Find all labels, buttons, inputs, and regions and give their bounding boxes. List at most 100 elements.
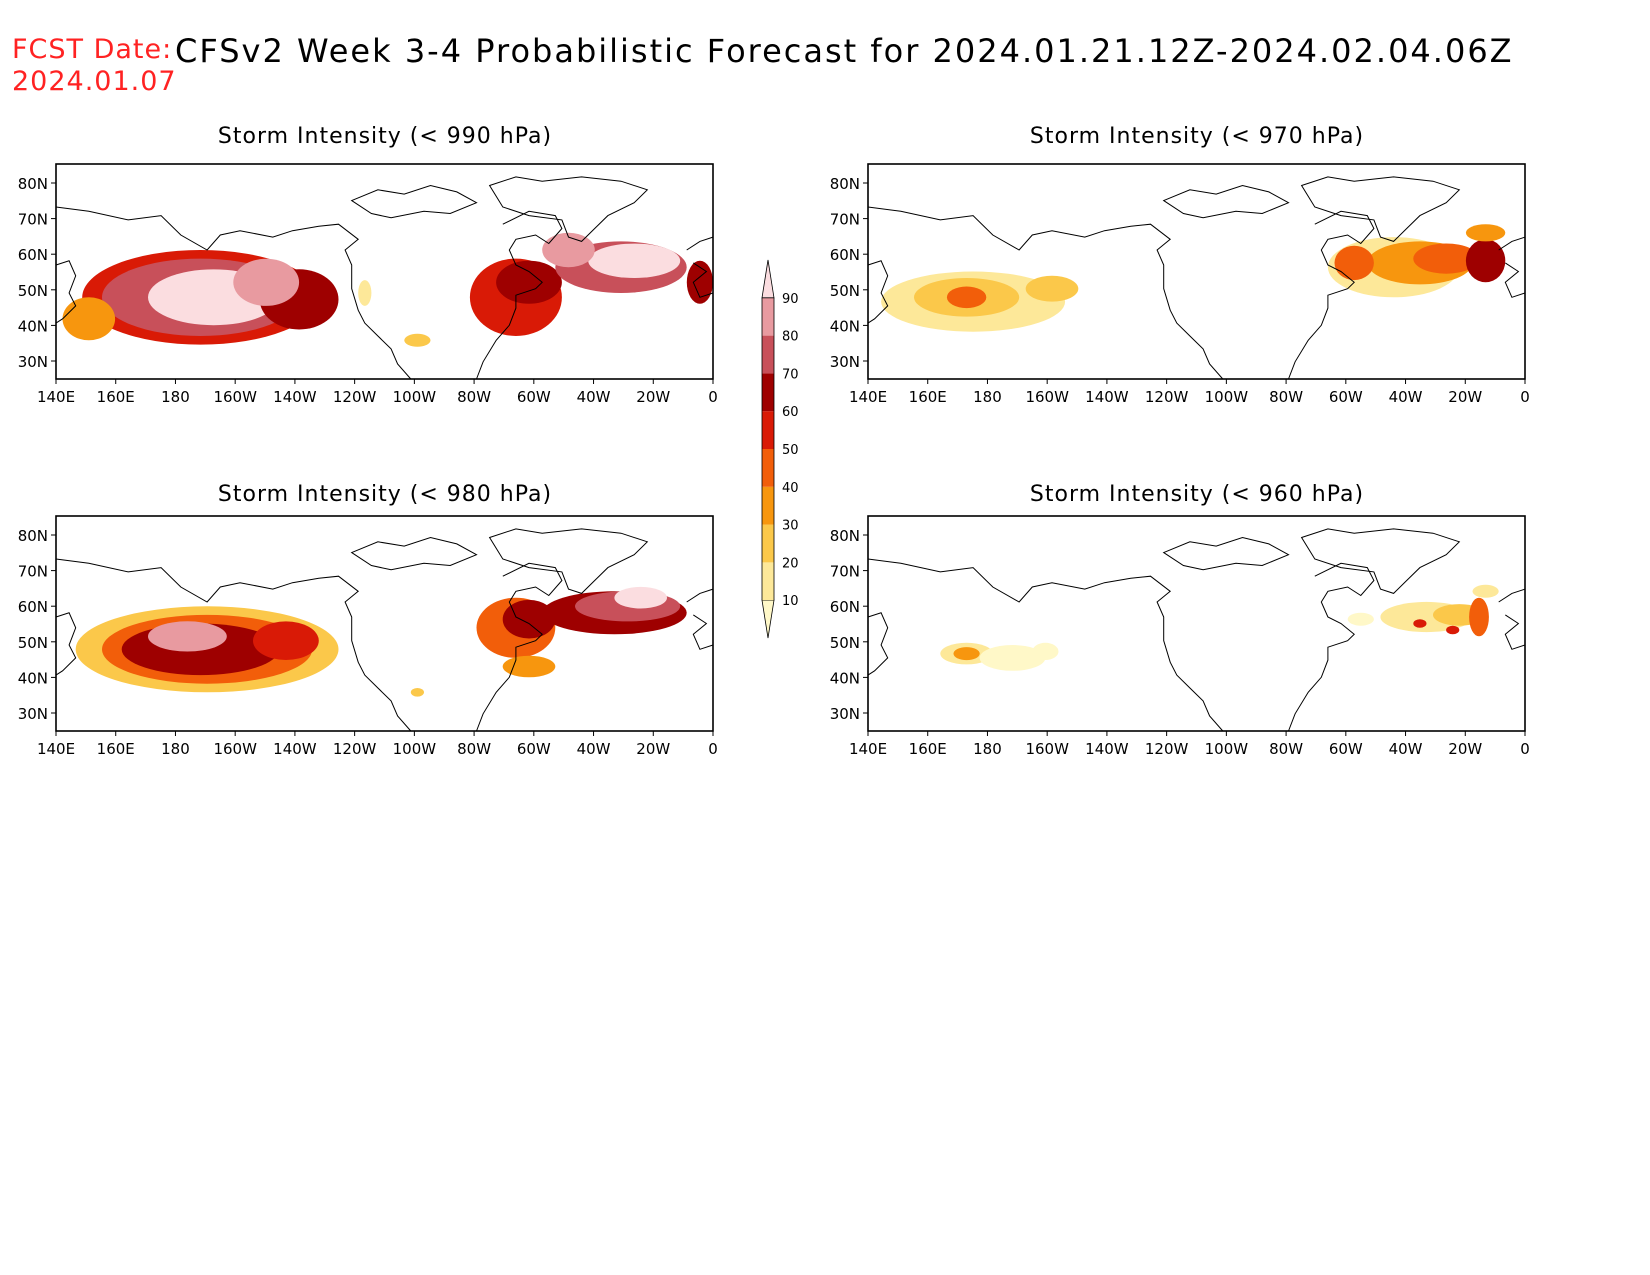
lat-tick-label: 70N: [830, 563, 860, 581]
probability-shading: [1032, 642, 1059, 660]
coastline: [488, 528, 649, 594]
coastline: [1162, 184, 1290, 219]
lon-tick-label: 140W: [273, 740, 317, 758]
lat-tick-label: 50N: [18, 282, 48, 300]
lon-tick-label: 120W: [1145, 740, 1189, 758]
lon-tick-label: 160E: [97, 740, 135, 758]
lat-tick-label: 60N: [18, 246, 48, 264]
probability-shading: [410, 688, 424, 697]
coastline: [867, 612, 889, 676]
lon-tick-label: 100W: [393, 388, 437, 406]
colorbar-segment: [762, 449, 774, 487]
lon-tick-label: 80W: [457, 388, 491, 406]
probability-shading: [1025, 275, 1079, 302]
lat-tick-label: 50N: [830, 282, 860, 300]
lat-tick-label: 30N: [18, 705, 48, 723]
probability-shading: [1472, 584, 1499, 598]
lon-tick-label: 140W: [273, 388, 317, 406]
coastline: [1288, 562, 1375, 732]
fcst-date-value: 2024.01.07: [12, 66, 177, 97]
probability-shading: [1446, 625, 1460, 635]
map-panel-980: 80N 70N 60N 50N 40N 30N 140E 160E 180 160W 140W 120…: [18, 515, 718, 758]
lon-tick-label: 140W: [1085, 388, 1129, 406]
lat-tick-label: 80N: [830, 175, 860, 193]
lat-tick-label: 40N: [18, 669, 48, 687]
probability-shading: [1469, 597, 1489, 637]
lon-tick-label: 180: [973, 740, 1002, 758]
lat-tick-label: 70N: [830, 211, 860, 229]
coastline: [350, 184, 478, 219]
probability-shading: [358, 280, 372, 306]
map-panel-970: 80N 70N 60N 50N 40N 30N 140E 160E 180 160W 140W 120…: [830, 163, 1530, 406]
map-frame: [55, 163, 714, 380]
lat-tick-label: 60N: [830, 246, 860, 264]
probability-shading: [614, 586, 667, 609]
lon-tick-label: 160E: [909, 388, 947, 406]
lon-tick-label: 140E: [37, 740, 75, 758]
probability-shading: [62, 297, 116, 341]
probability-shading: [1347, 612, 1374, 626]
lon-tick-label: 120W: [1145, 388, 1189, 406]
colorbar-segment: [761, 599, 775, 639]
colorbar-segment: [762, 373, 774, 412]
lon-tick-label: 40W: [1389, 740, 1423, 758]
lon-tick-label: 60W: [517, 388, 551, 406]
panel-title-980: Storm Intensity (< 980 hPa): [217, 482, 553, 507]
probability-shading: [253, 621, 319, 660]
lon-tick-label: 160E: [97, 388, 135, 406]
lon-tick-label: 20W: [1448, 740, 1482, 758]
panel-title-970: Storm Intensity (< 970 hPa): [1029, 124, 1365, 149]
coastline: [867, 558, 1224, 732]
colorbar-level-label: 60: [782, 405, 799, 420]
lat-tick-label: 80N: [830, 527, 860, 545]
lon-tick-label: 40W: [577, 388, 611, 406]
lon-tick-label: 40W: [577, 740, 611, 758]
lon-tick-label: 80W: [457, 740, 491, 758]
lon-tick-label: 80W: [1269, 740, 1303, 758]
coastline: [476, 210, 563, 380]
lon-tick-label: 140E: [849, 740, 887, 758]
lon-tick-label: 100W: [1205, 388, 1249, 406]
lat-tick-label: 60N: [830, 598, 860, 616]
lat-tick-label: 50N: [18, 634, 48, 652]
coastline: [55, 260, 77, 324]
coastline: [686, 236, 714, 298]
probability-shading: [542, 232, 595, 268]
lat-tick-label: 30N: [830, 353, 860, 371]
lon-tick-label: 120W: [333, 740, 377, 758]
lon-tick-label: 160W: [213, 388, 257, 406]
probability-shading: [588, 243, 681, 278]
lon-tick-label: 20W: [636, 388, 670, 406]
colorbar-level-label: 30: [782, 519, 799, 534]
coastline: [1300, 528, 1461, 594]
lon-tick-label: 140W: [1085, 740, 1129, 758]
probability-shading: [1334, 245, 1374, 281]
coastline: [55, 206, 412, 380]
map-frame: [55, 515, 714, 732]
probability-shading: [1465, 224, 1506, 242]
panel-title-960: Storm Intensity (< 960 hPa): [1029, 482, 1365, 507]
colorbar-level-label: 40: [782, 481, 799, 496]
probability-shading: [496, 260, 562, 304]
coastline: [1300, 176, 1461, 242]
probability-shading: [953, 647, 980, 661]
colorbar-level-label: 80: [782, 330, 799, 345]
lon-tick-label: 120W: [333, 388, 377, 406]
lon-tick-label: 40W: [1389, 388, 1423, 406]
probability-shading: [1413, 619, 1427, 628]
lat-tick-label: 70N: [18, 211, 48, 229]
lat-tick-label: 40N: [830, 317, 860, 335]
lat-tick-label: 40N: [830, 669, 860, 687]
lon-tick-label: 160W: [1025, 740, 1069, 758]
lon-tick-label: 140E: [37, 388, 75, 406]
lat-tick-label: 30N: [830, 705, 860, 723]
colorbar-level-label: 90: [782, 292, 799, 307]
fcst-date-label: FCST Date:: [12, 34, 173, 65]
lat-tick-label: 80N: [18, 175, 48, 193]
probability-shading: [148, 621, 227, 652]
lat-tick-label: 60N: [18, 598, 48, 616]
lat-tick-label: 80N: [18, 527, 48, 545]
colorbar-segment: [762, 297, 774, 336]
lon-tick-label: 0: [1520, 388, 1530, 406]
lat-tick-label: 40N: [18, 317, 48, 335]
